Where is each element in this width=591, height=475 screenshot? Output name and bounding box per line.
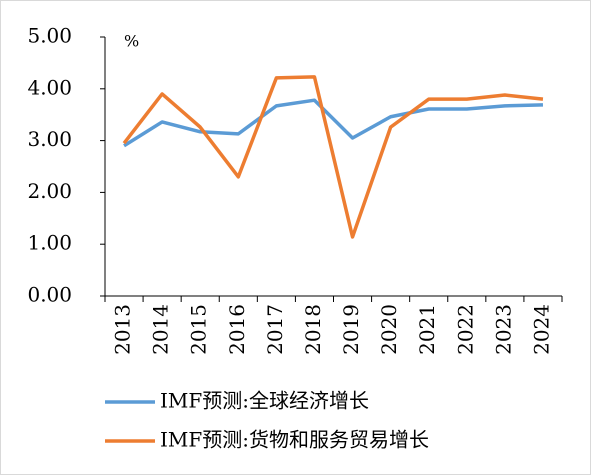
x-tick-label: 2015 bbox=[187, 304, 211, 355]
x-tick-label: 2023 bbox=[491, 304, 515, 355]
x-tick-label: 2017 bbox=[263, 304, 287, 355]
y-tick-label: 4.00 bbox=[27, 75, 72, 99]
y-tick-label: 2.00 bbox=[27, 179, 72, 203]
x-tick-label: 2024 bbox=[529, 304, 553, 355]
y-tick-label: 0.00 bbox=[27, 283, 72, 307]
series-line bbox=[123, 98, 544, 148]
series-line bbox=[122, 75, 544, 239]
x-tick-label: 2013 bbox=[111, 304, 135, 355]
x-tick-label: 2020 bbox=[377, 304, 401, 355]
x-tick-label: 2019 bbox=[339, 304, 363, 355]
y-tick-label: 5.00 bbox=[27, 24, 72, 48]
x-tick-label: 2022 bbox=[453, 304, 477, 355]
legend-label: IMF预测:全球经济增长 bbox=[160, 389, 369, 413]
unit-label: % bbox=[124, 32, 139, 51]
x-tick-label: 2021 bbox=[415, 304, 439, 355]
x-tick-label: 2014 bbox=[149, 304, 173, 355]
y-tick-label: 3.00 bbox=[27, 127, 72, 151]
legend-label: IMF预测:货物和服务贸易增长 bbox=[160, 428, 429, 452]
x-tick-label: 2018 bbox=[301, 304, 325, 355]
x-tick-label: 2016 bbox=[225, 304, 249, 355]
y-tick-label: 1.00 bbox=[27, 231, 72, 255]
